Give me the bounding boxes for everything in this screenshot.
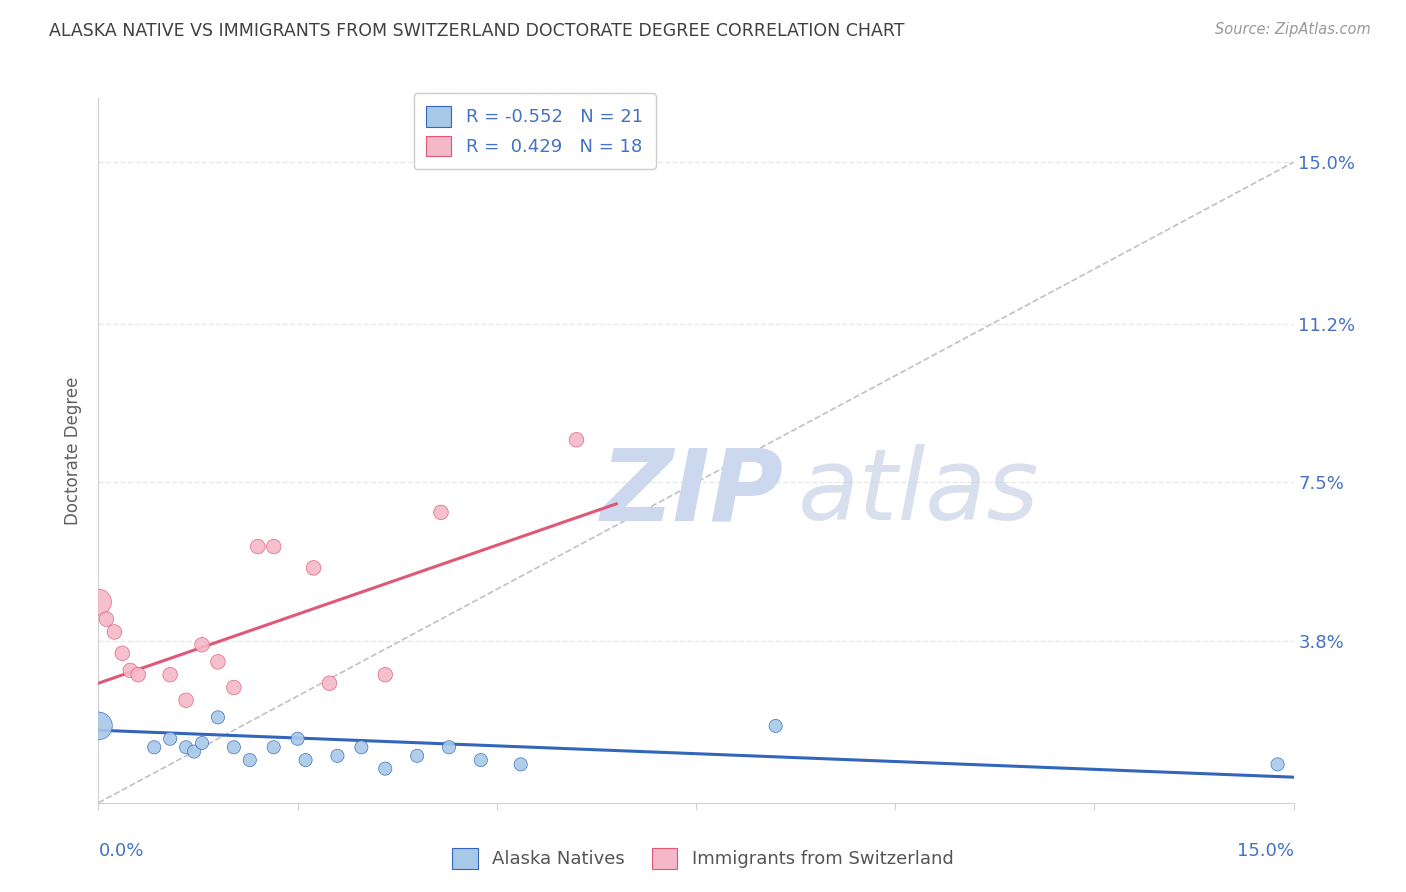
Point bbox=[294, 753, 316, 767]
Point bbox=[87, 719, 110, 733]
Point bbox=[263, 540, 285, 554]
Point bbox=[87, 595, 110, 609]
Point bbox=[120, 664, 142, 678]
Point bbox=[302, 561, 325, 575]
Point bbox=[174, 740, 197, 755]
Point bbox=[191, 736, 214, 750]
Point bbox=[318, 676, 340, 690]
Point bbox=[159, 731, 181, 746]
Point bbox=[111, 646, 134, 660]
Text: Source: ZipAtlas.com: Source: ZipAtlas.com bbox=[1215, 22, 1371, 37]
Point bbox=[374, 667, 396, 681]
Point bbox=[174, 693, 197, 707]
Point bbox=[287, 731, 309, 746]
Point bbox=[159, 667, 181, 681]
Point bbox=[470, 753, 492, 767]
Legend: R = -0.552   N = 21, R =  0.429   N = 18: R = -0.552 N = 21, R = 0.429 N = 18 bbox=[413, 93, 655, 169]
Text: atlas: atlas bbox=[797, 444, 1039, 541]
Text: ALASKA NATIVE VS IMMIGRANTS FROM SWITZERLAND DOCTORATE DEGREE CORRELATION CHART: ALASKA NATIVE VS IMMIGRANTS FROM SWITZER… bbox=[49, 22, 904, 40]
Point bbox=[222, 681, 245, 695]
Point bbox=[183, 745, 205, 759]
Point bbox=[437, 740, 460, 755]
Point bbox=[430, 505, 453, 519]
Point bbox=[191, 638, 214, 652]
Point bbox=[263, 740, 285, 755]
Point bbox=[246, 540, 269, 554]
Point bbox=[96, 612, 118, 626]
Point bbox=[239, 753, 262, 767]
Point bbox=[222, 740, 245, 755]
Point bbox=[1267, 757, 1289, 772]
Legend: Alaska Natives, Immigrants from Switzerland: Alaska Natives, Immigrants from Switzerl… bbox=[446, 840, 960, 876]
Point bbox=[207, 710, 229, 724]
Point bbox=[406, 748, 429, 763]
Point bbox=[350, 740, 373, 755]
Point bbox=[374, 762, 396, 776]
Y-axis label: Doctorate Degree: Doctorate Degree bbox=[65, 376, 83, 524]
Point bbox=[207, 655, 229, 669]
Point bbox=[103, 624, 125, 639]
Text: ZIP: ZIP bbox=[600, 444, 783, 541]
Text: 15.0%: 15.0% bbox=[1236, 841, 1294, 860]
Point bbox=[143, 740, 166, 755]
Text: 0.0%: 0.0% bbox=[98, 841, 143, 860]
Point bbox=[765, 719, 787, 733]
Point bbox=[326, 748, 349, 763]
Point bbox=[509, 757, 531, 772]
Point bbox=[565, 433, 588, 447]
Point bbox=[127, 667, 149, 681]
